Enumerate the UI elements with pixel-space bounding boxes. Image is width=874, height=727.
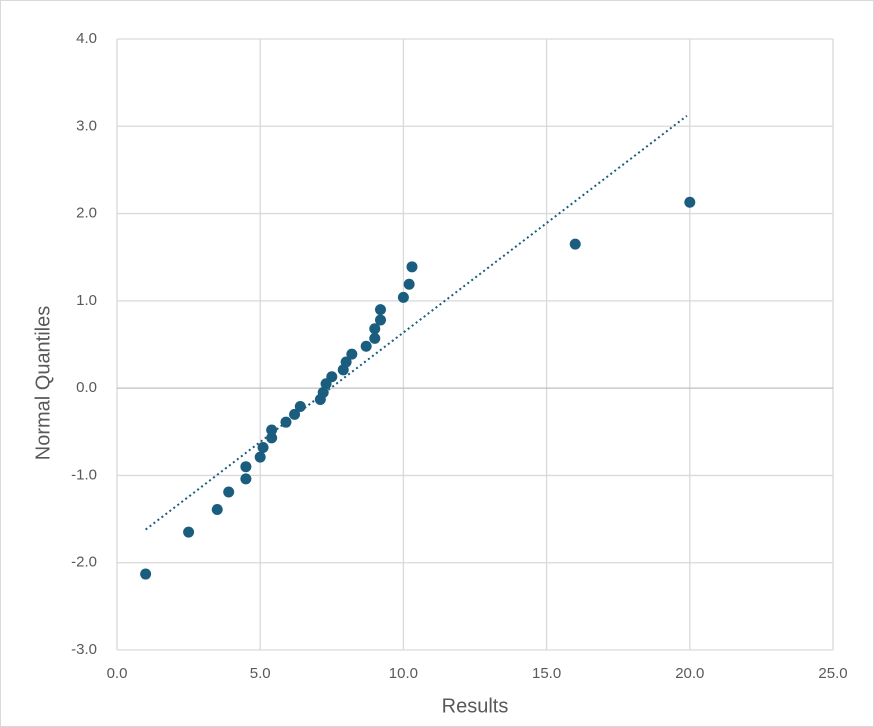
data-point	[397, 291, 409, 303]
y-axis-title: Normal Quantiles	[32, 306, 54, 461]
data-point	[211, 503, 223, 515]
data-point	[183, 526, 195, 538]
trendline	[145, 115, 688, 531]
data-point	[317, 387, 329, 399]
y-tick-label: 0.0	[76, 379, 97, 396]
data-point	[346, 348, 358, 360]
data-point	[280, 416, 292, 428]
y-tick-label: -1.0	[71, 466, 97, 483]
data-point	[374, 314, 386, 326]
x-tick-label: 10.0	[389, 665, 418, 682]
y-tick-label: -2.0	[71, 554, 97, 571]
x-axis-title: Results	[442, 695, 509, 717]
data-point	[403, 278, 415, 290]
x-tick-label: 25.0	[818, 665, 847, 682]
data-point	[569, 238, 581, 250]
y-tick-label: 3.0	[76, 117, 97, 134]
data-point	[266, 432, 278, 444]
data-point	[294, 400, 306, 412]
data-point	[360, 340, 372, 352]
data-point	[240, 461, 252, 473]
x-tick-label: 20.0	[675, 665, 704, 682]
data-point	[254, 451, 266, 463]
data-point	[340, 356, 352, 368]
data-point	[684, 196, 696, 208]
data-point	[369, 323, 381, 335]
data-point	[406, 261, 418, 273]
data-point	[257, 441, 269, 453]
data-point	[369, 332, 381, 344]
data-point	[223, 486, 235, 498]
data-point	[266, 424, 278, 436]
y-tick-label: 2.0	[76, 205, 97, 222]
x-tick-label: 0.0	[107, 665, 128, 682]
y-tick-label: 4.0	[76, 30, 97, 47]
data-point	[374, 304, 386, 316]
x-tick-label: 15.0	[532, 665, 561, 682]
x-tick-label: 5.0	[250, 665, 271, 682]
y-tick-label: 1.0	[76, 292, 97, 309]
y-tick-label: -3.0	[71, 641, 97, 658]
data-point	[289, 408, 301, 420]
data-point	[240, 473, 252, 485]
data-point	[326, 371, 338, 383]
data-point	[140, 568, 152, 580]
